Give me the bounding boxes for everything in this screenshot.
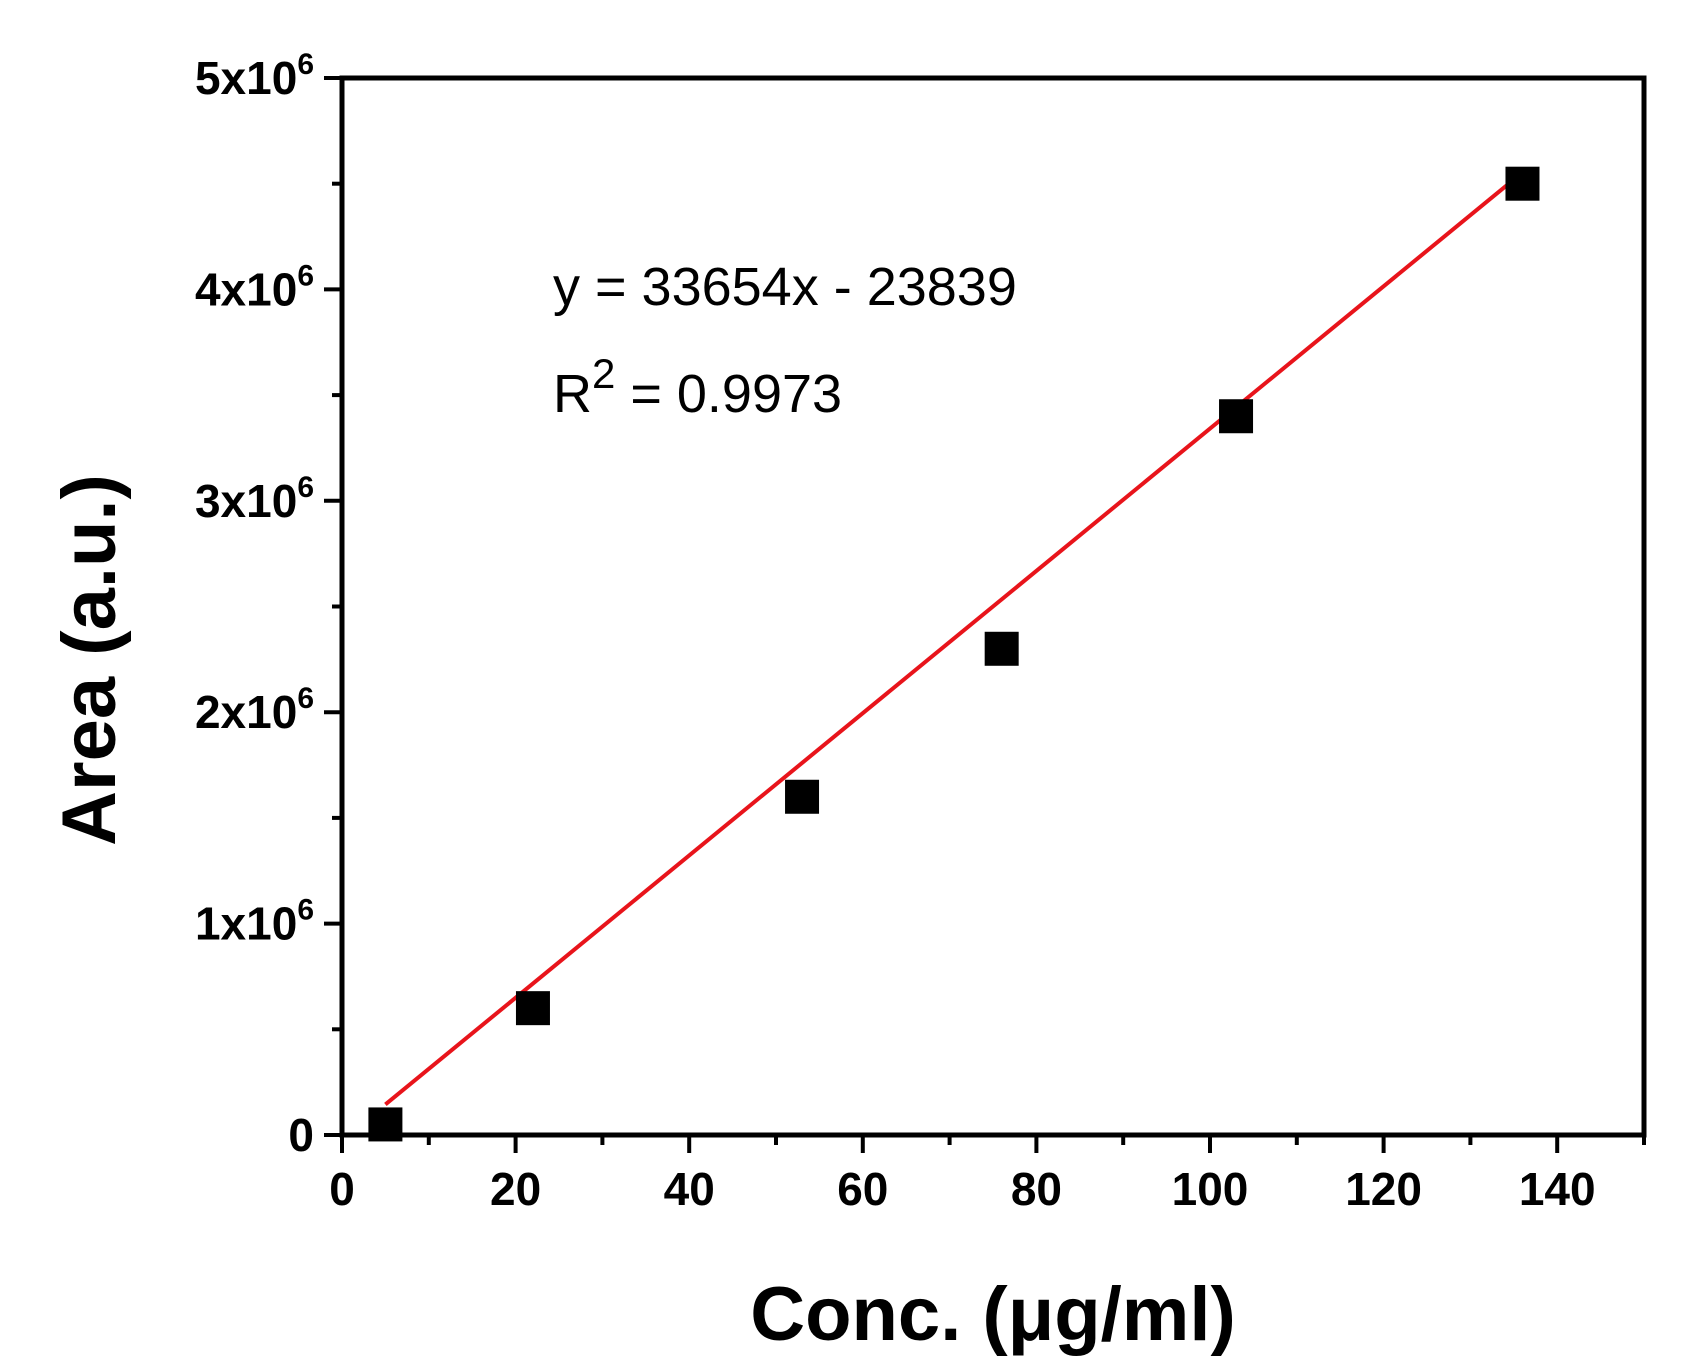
x-axis-ticks: 0 20 40 60 80 100 120 140 (329, 1135, 1646, 1215)
equation-annotation: y = 33654x - 23839 (553, 257, 1017, 317)
y-axis-ticks: 0 1x106 2x106 3x106 4x106 5x106 (195, 48, 342, 1161)
y-tick-label: 4x106 (195, 259, 314, 315)
y-tick-label: 3x106 (195, 471, 314, 527)
data-point (515, 991, 550, 1026)
x-tick-label: 100 (1172, 1163, 1249, 1215)
y-tick-label: 2x106 (195, 682, 314, 738)
data-point (1219, 399, 1254, 434)
data-points (368, 166, 1540, 1142)
data-point (785, 779, 820, 814)
r-squared-prefix: R (553, 364, 592, 424)
r-squared-value: = 0.9973 (615, 364, 842, 424)
y-tick-label: 5x106 (195, 48, 314, 104)
data-point (984, 631, 1019, 666)
data-point (368, 1107, 403, 1142)
data-point (1505, 166, 1540, 201)
x-tick-label: 80 (1011, 1163, 1062, 1215)
fit-line (384, 170, 1524, 1107)
r-squared-superscript: 2 (592, 350, 615, 397)
r-squared-annotation: R2 = 0.9973 (553, 350, 842, 424)
x-tick-label: 40 (664, 1163, 715, 1215)
x-tick-label: 20 (490, 1163, 541, 1215)
y-axis-title: Area (a.u.) (47, 474, 132, 846)
x-tick-label: 120 (1345, 1163, 1422, 1215)
fit-line-group (384, 170, 1524, 1107)
x-tick-label: 60 (837, 1163, 888, 1215)
y-tick-label: 1x106 (195, 894, 314, 950)
x-axis-title: Conc. (μg/ml) (750, 1272, 1236, 1357)
x-tick-label: 140 (1519, 1163, 1596, 1215)
x-tick-label: 0 (329, 1163, 355, 1215)
y-tick-label: 0 (288, 1109, 314, 1161)
